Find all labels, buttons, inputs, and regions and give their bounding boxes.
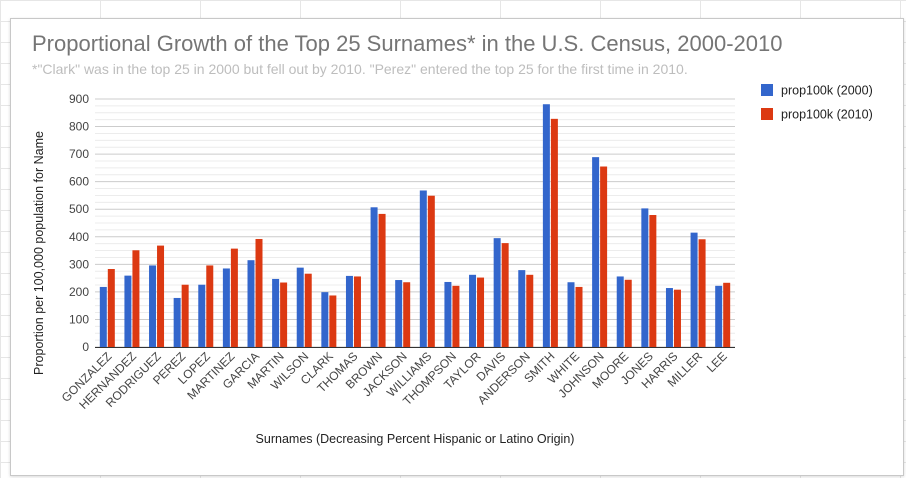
bar-white-series-1[interactable] [567, 282, 575, 347]
y-tick-label: 600 [69, 175, 89, 189]
bar-clark-series-1[interactable] [321, 292, 329, 347]
y-tick-label: 400 [69, 230, 89, 244]
chart-subtitle: *"Clark" was in the top 25 in 2000 but f… [32, 61, 688, 77]
bar-johnson-series-2[interactable] [600, 166, 608, 347]
x-tick-label: LEE [704, 349, 730, 375]
bar-davis-series-1[interactable] [493, 238, 501, 347]
y-tick-label: 0 [82, 340, 89, 354]
y-tick-label: 900 [69, 92, 89, 106]
legend: prop100k (2000) prop100k (2010) [761, 84, 873, 122]
bar-martinez-series-1[interactable] [222, 268, 230, 347]
bar-thompson-series-2[interactable] [452, 285, 460, 347]
y-tick-label: 500 [69, 202, 89, 216]
bar-jackson-series-2[interactable] [403, 282, 411, 347]
bar-martin-series-2[interactable] [280, 282, 288, 347]
chart-card[interactable]: Proportional Growth of the Top 25 Surnam… [10, 18, 904, 476]
bar-harris-series-2[interactable] [673, 289, 681, 347]
bar-martin-series-1[interactable] [272, 278, 280, 347]
bar-anderson-series-2[interactable] [526, 274, 534, 347]
bar-davis-series-2[interactable] [501, 243, 509, 347]
bar-miller-series-2[interactable] [698, 239, 706, 347]
y-tick-label: 700 [69, 147, 89, 161]
bar-lee-series-1[interactable] [715, 285, 723, 347]
bar-garcia-series-1[interactable] [247, 260, 255, 347]
bar-moore-series-2[interactable] [624, 279, 632, 347]
bar-hernandez-series-1[interactable] [124, 275, 132, 347]
bar-smith-series-2[interactable] [550, 118, 558, 347]
bar-johnson-series-1[interactable] [592, 157, 600, 347]
bar-gonzalez-series-2[interactable] [107, 269, 115, 347]
bar-thomas-series-2[interactable] [353, 276, 361, 347]
legend-label: prop100k (2010) [781, 108, 873, 122]
bar-clark-series-2[interactable] [329, 295, 337, 347]
bar-wilson-series-2[interactable] [304, 273, 312, 347]
bar-lee-series-2[interactable] [723, 282, 731, 347]
bar-white-series-2[interactable] [575, 286, 583, 347]
bar-jones-series-1[interactable] [641, 208, 649, 347]
legend-label: prop100k (2000) [781, 84, 873, 98]
y-tick-label: 800 [69, 120, 89, 134]
x-axis-title: Surnames (Decreasing Percent Hispanic or… [256, 432, 575, 446]
bar-thompson-series-1[interactable] [444, 281, 452, 347]
bar-smith-series-1[interactable] [542, 104, 550, 347]
bar-hernandez-series-2[interactable] [132, 250, 140, 347]
y-tick-label: 100 [69, 312, 89, 326]
bar-jackson-series-1[interactable] [395, 280, 403, 347]
bar-miller-series-1[interactable] [690, 232, 698, 347]
bar-thomas-series-1[interactable] [345, 275, 353, 347]
bar-gonzalez-series-1[interactable] [99, 286, 107, 347]
bar-brown-series-2[interactable] [378, 213, 386, 347]
bar-garcia-series-2[interactable] [255, 238, 263, 347]
bar-martinez-series-2[interactable] [230, 248, 238, 347]
bar-perez-series-2[interactable] [181, 284, 189, 347]
y-axis-title: Proportion per 100,000 population for Na… [32, 131, 46, 375]
bar-taylor-series-1[interactable] [469, 274, 477, 347]
bar-perez-series-1[interactable] [173, 297, 181, 347]
bar-taylor-series-2[interactable] [477, 277, 485, 347]
legend-swatch [761, 108, 773, 120]
bar-harris-series-1[interactable] [665, 288, 673, 347]
bar-moore-series-1[interactable] [616, 276, 624, 347]
y-tick-label: 300 [69, 257, 89, 271]
bar-rodriguez-series-2[interactable] [157, 245, 165, 347]
bar-jones-series-2[interactable] [649, 215, 657, 347]
bar-williams-series-2[interactable] [427, 195, 435, 347]
legend-swatch [761, 84, 773, 96]
bar-lopez-series-2[interactable] [206, 265, 214, 347]
bar-wilson-series-1[interactable] [296, 267, 304, 347]
chart-title: Proportional Growth of the Top 25 Surnam… [32, 31, 783, 56]
y-tick-label: 200 [69, 285, 89, 299]
bar-anderson-series-1[interactable] [518, 270, 526, 347]
bar-williams-series-1[interactable] [419, 190, 427, 347]
bar-rodriguez-series-1[interactable] [149, 265, 157, 347]
bar-lopez-series-1[interactable] [198, 284, 206, 347]
bar-brown-series-1[interactable] [370, 207, 378, 347]
